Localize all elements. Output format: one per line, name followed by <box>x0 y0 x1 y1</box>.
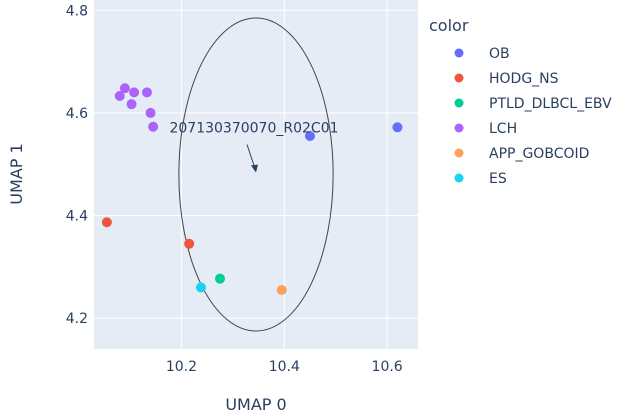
data-point <box>184 238 195 249</box>
highlight-circle <box>178 17 334 332</box>
y-tick-label: 4.6 <box>66 106 88 122</box>
plot-area <box>94 0 418 349</box>
legend-label: HODG_NS <box>489 71 559 87</box>
legend-marker <box>454 48 464 58</box>
legend: color OB HODG_NS PTLD_DLBCL_EBV LCH APP_GOBC… <box>429 16 612 187</box>
data-point <box>305 131 315 142</box>
data-point <box>119 83 130 94</box>
data-point <box>101 217 112 228</box>
x-tick-label: 10.2 <box>166 359 197 375</box>
legend-marker <box>454 173 464 183</box>
legend-marker <box>454 123 464 133</box>
y-axis-title: UMAP 1 <box>7 143 26 204</box>
data-point <box>392 122 403 133</box>
legend-marker <box>454 98 464 108</box>
data-point <box>126 99 137 110</box>
legend-label: LCH <box>489 121 517 137</box>
x-tick-label: 10.6 <box>372 359 403 375</box>
legend-label: APP_GOBCOID <box>489 146 589 162</box>
data-point <box>276 284 287 295</box>
annotation-arrow <box>246 144 256 169</box>
data-points <box>101 83 403 295</box>
data-point <box>195 282 206 293</box>
highlight-shapes <box>178 17 334 332</box>
legend-label: OB <box>489 46 510 62</box>
data-point <box>148 121 159 132</box>
data-point <box>114 90 125 101</box>
data-point <box>145 107 156 118</box>
x-axis-title: UMAP 0 <box>225 395 286 414</box>
data-point <box>129 87 140 98</box>
legend-marker <box>454 148 464 158</box>
point-annotation-label: 207130370070_R02C01 <box>169 121 338 137</box>
x-tick-label: 10.4 <box>269 359 300 375</box>
legend-label: ES <box>489 171 507 187</box>
annotation-arrowhead <box>251 164 258 173</box>
tick-labels: 10.2 10.4 10.6 4.2 4.4 4.6 4.8 <box>66 3 403 375</box>
annotation-layer: 207130370070_R02C01 <box>169 121 339 173</box>
y-tick-label: 4.4 <box>66 209 88 225</box>
legend-marker <box>454 73 464 83</box>
y-tick-label: 4.8 <box>66 3 88 19</box>
y-tick-label: 4.2 <box>66 311 88 327</box>
legend-label: PTLD_DLBCL_EBV <box>489 96 612 112</box>
legend-title: color <box>429 16 469 35</box>
data-point <box>215 273 225 284</box>
data-point <box>141 87 152 98</box>
